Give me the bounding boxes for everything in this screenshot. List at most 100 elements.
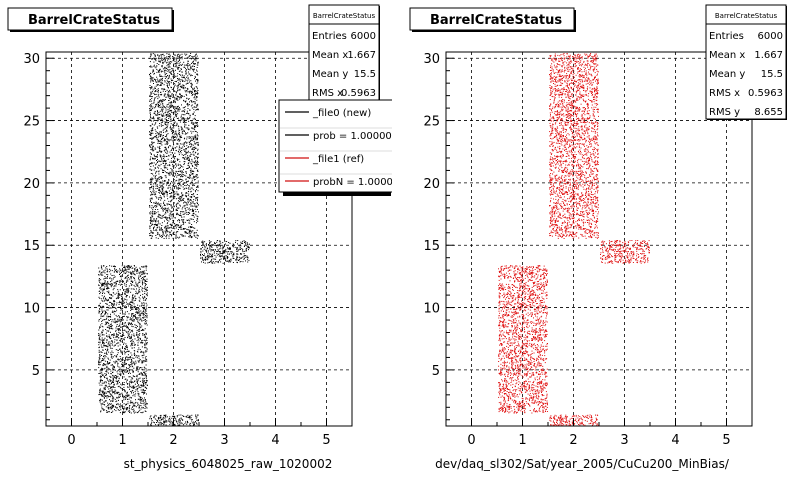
data-point (144, 315, 146, 316)
data-point (157, 141, 159, 143)
data-point (149, 145, 151, 147)
data-point (169, 54, 171, 56)
data-point (126, 367, 127, 369)
data-point (126, 393, 128, 395)
data-point (176, 115, 178, 117)
data-point (166, 208, 168, 210)
data-point (103, 298, 105, 300)
data-point (142, 329, 144, 331)
data-point (137, 402, 139, 404)
data-point (168, 66, 170, 68)
data-point (129, 271, 131, 273)
data-point (109, 393, 111, 395)
data-point (172, 56, 174, 57)
data-point (127, 333, 129, 335)
data-point (105, 345, 106, 347)
data-point (178, 180, 180, 182)
data-point (169, 145, 171, 147)
data-point (141, 412, 143, 414)
data-point (145, 364, 147, 366)
data-point (180, 115, 182, 117)
data-point (129, 329, 131, 331)
data-point (133, 392, 134, 394)
data-point (187, 65, 189, 67)
data-point (162, 63, 164, 65)
data-point (190, 174, 191, 176)
data-point (190, 74, 192, 76)
data-point (159, 58, 161, 60)
data-point (153, 224, 155, 226)
data-point (177, 99, 179, 101)
data-point (192, 144, 194, 146)
data-point (110, 344, 112, 346)
data-point (170, 226, 172, 228)
data-point (133, 375, 135, 377)
data-point (157, 54, 159, 56)
data-point (195, 53, 197, 55)
data-point (174, 106, 176, 108)
data-point (137, 325, 138, 327)
data-point (136, 350, 138, 352)
data-point (141, 362, 143, 364)
data-point (186, 64, 188, 66)
data-point (182, 86, 184, 88)
data-point (172, 188, 174, 190)
data-point (226, 241, 228, 242)
data-point (155, 221, 157, 223)
data-point (152, 79, 154, 81)
data-point (219, 244, 220, 246)
data-point (184, 231, 186, 232)
data-point (137, 270, 139, 272)
data-point (119, 374, 121, 376)
data-point (107, 283, 109, 285)
data-point (158, 64, 160, 65)
data-point (150, 87, 152, 89)
data-point (182, 206, 184, 208)
data-point (106, 411, 108, 413)
data-point (138, 317, 140, 319)
data-point (130, 361, 132, 363)
data-point (115, 410, 117, 412)
data-point (146, 317, 148, 319)
data-point (126, 368, 128, 370)
data-point (162, 76, 164, 78)
data-point (174, 108, 175, 110)
data-point (146, 290, 147, 292)
data-point (225, 259, 227, 261)
data-point (141, 373, 143, 375)
data-point (166, 127, 168, 129)
data-point (174, 223, 176, 224)
data-point (119, 332, 121, 334)
data-point (152, 147, 154, 149)
data-point (191, 163, 193, 165)
data-point (137, 366, 139, 368)
data-point (123, 386, 125, 388)
data-point (185, 156, 187, 158)
data-point (114, 341, 116, 343)
data-point (177, 182, 179, 184)
data-point (111, 280, 113, 282)
data-point (126, 381, 127, 383)
data-point (126, 356, 128, 358)
data-point (129, 358, 131, 360)
data-point (107, 402, 109, 404)
data-point (188, 128, 190, 130)
data-point (103, 397, 105, 399)
data-point (159, 131, 161, 133)
data-point (98, 335, 100, 337)
data-point (191, 218, 193, 220)
data-point (167, 70, 169, 72)
data-point (181, 192, 183, 194)
data-point (179, 89, 181, 91)
data-point (213, 249, 215, 251)
data-point (159, 160, 161, 162)
data-point (188, 232, 190, 234)
data-point (190, 171, 192, 173)
data-point (160, 106, 162, 108)
data-point (190, 120, 192, 122)
data-point (182, 120, 184, 122)
data-point (106, 335, 108, 337)
data-point (134, 335, 135, 337)
data-point (149, 87, 151, 88)
data-point (173, 76, 175, 78)
